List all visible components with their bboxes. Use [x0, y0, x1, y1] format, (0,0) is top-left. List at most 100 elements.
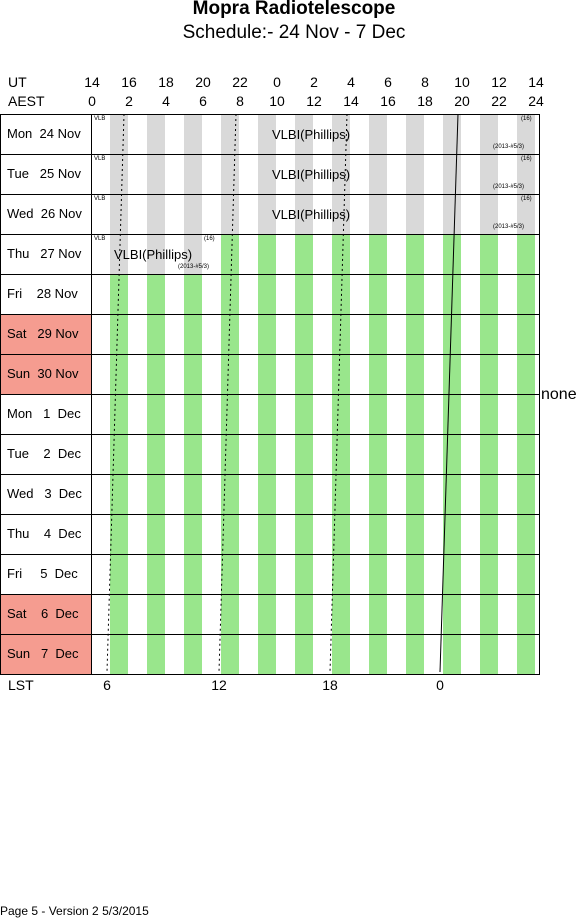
ut-tick: 0: [273, 74, 281, 90]
green-stripe: [517, 274, 535, 314]
green-stripe: [258, 354, 276, 394]
gray-stripe: [295, 154, 313, 194]
gray-stripe: [184, 194, 202, 234]
lst-label: LST: [8, 677, 34, 693]
page-footer: Page 5 - Version 2 5/3/2015: [0, 904, 149, 918]
aest-tick: 6: [199, 93, 207, 109]
green-stripe: [480, 354, 498, 394]
event-name[interactable]: VLBI(Phillips): [114, 247, 193, 262]
ut-tick: 14: [84, 74, 100, 90]
green-stripe: [258, 594, 276, 634]
row-divider: [0, 274, 540, 275]
event-name[interactable]: VLBI(Phillips): [272, 207, 351, 222]
gray-stripe: [480, 154, 498, 194]
green-stripe: [295, 314, 313, 354]
green-stripe: [184, 514, 202, 554]
event-note: (2013-#5/3): [493, 144, 525, 150]
green-stripe: [369, 474, 387, 514]
lst-line-18h: [329, 114, 348, 673]
ut-tick: 2: [310, 74, 318, 90]
green-stripe: [295, 474, 313, 514]
aest-tick: 8: [236, 93, 244, 109]
gray-stripe: [332, 114, 350, 154]
green-stripe: [332, 634, 350, 674]
gray-stripe: [258, 194, 276, 234]
gray-stripe: [406, 154, 424, 194]
ut-tick: 4: [347, 74, 355, 90]
green-stripe: [147, 594, 165, 634]
gray-stripe: [443, 114, 461, 154]
green-stripe: [110, 314, 128, 354]
green-stripe: [295, 234, 313, 274]
green-stripe: [369, 314, 387, 354]
green-stripe: [332, 314, 350, 354]
ut-tick: 6: [384, 74, 392, 90]
aest-tick: 2: [125, 93, 133, 109]
day-label: Mon 1 Dec: [7, 406, 81, 421]
event-name[interactable]: VLBI(Phillips): [272, 167, 351, 182]
green-stripe: [110, 514, 128, 554]
green-stripe: [110, 434, 128, 474]
green-stripe: [332, 554, 350, 594]
green-stripe: [221, 274, 239, 314]
green-stripe: [406, 314, 424, 354]
green-stripe: [110, 354, 128, 394]
green-stripe: [258, 434, 276, 474]
green-stripe: [258, 634, 276, 674]
gray-stripe: [147, 234, 165, 274]
green-stripe: [332, 234, 350, 274]
green-stripe: [369, 394, 387, 434]
row-divider: [0, 194, 540, 195]
green-stripe: [480, 274, 498, 314]
event-note: (2013-#5/3): [493, 184, 525, 190]
gray-stripe: [295, 194, 313, 234]
green-stripe: [517, 314, 535, 354]
green-stripe: [295, 394, 313, 434]
green-stripe: [147, 394, 165, 434]
gray-stripe: [221, 114, 239, 154]
schedule-subtitle: Schedule:- 24 Nov - 7 Dec: [182, 22, 406, 43]
green-stripe: [517, 474, 535, 514]
event-tag: VLB: [94, 236, 106, 242]
gray-stripe: [369, 154, 387, 194]
green-stripe: [110, 634, 128, 674]
green-stripe: [147, 474, 165, 514]
gray-stripe: [406, 194, 424, 234]
gray-stripe: [369, 114, 387, 154]
green-stripe: [406, 434, 424, 474]
green-stripe: [221, 634, 239, 674]
event-code: (16): [521, 116, 532, 122]
green-stripe: [443, 474, 461, 514]
green-stripe: [517, 434, 535, 474]
green-stripe: [517, 354, 535, 394]
green-stripe: [258, 274, 276, 314]
aest-tick: 20: [454, 93, 470, 109]
gray-stripe: [517, 114, 535, 154]
row-divider: [0, 634, 540, 635]
green-stripe: [221, 234, 239, 274]
green-stripe: [221, 594, 239, 634]
lst-tick-0: 0: [436, 677, 444, 693]
aest-tick: 10: [269, 93, 285, 109]
green-stripe: [295, 594, 313, 634]
green-stripe: [443, 594, 461, 634]
green-stripe: [184, 274, 202, 314]
green-stripe: [184, 434, 202, 474]
day-label: Fri 28 Nov: [7, 286, 78, 301]
aest-label: AEST: [8, 93, 45, 109]
event-name[interactable]: VLBI(Phillips): [272, 127, 351, 142]
lst-line-0h: [439, 114, 459, 673]
ut-tick: 12: [491, 74, 507, 90]
gray-stripe: [406, 114, 424, 154]
none-label: none: [541, 386, 577, 403]
gray-stripe: [147, 114, 165, 154]
green-stripe: [332, 274, 350, 314]
row-divider: [0, 234, 540, 235]
green-stripe: [295, 434, 313, 474]
day-label: Tue 2 Dec: [7, 446, 81, 461]
event-code: (16): [204, 236, 215, 242]
gray-stripe: [110, 194, 128, 234]
green-stripe: [147, 634, 165, 674]
green-stripe: [258, 554, 276, 594]
green-stripe: [480, 554, 498, 594]
